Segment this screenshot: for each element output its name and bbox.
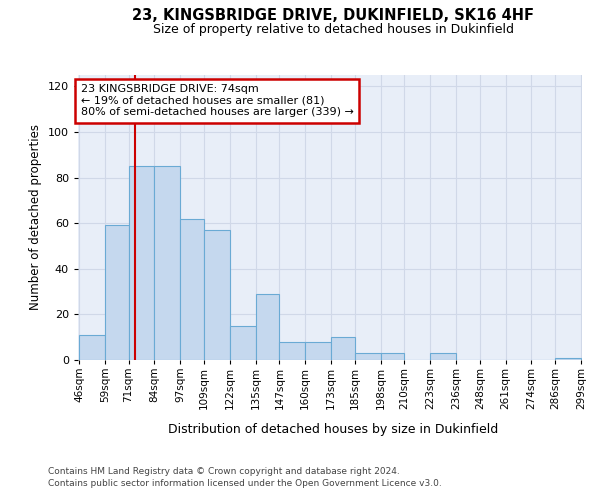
Bar	[128, 166, 154, 360]
Text: Distribution of detached houses by size in Dukinfield: Distribution of detached houses by size …	[168, 422, 498, 436]
Bar	[256, 294, 280, 360]
Bar	[555, 358, 581, 360]
Bar	[79, 335, 105, 360]
Bar	[204, 230, 230, 360]
Y-axis label: Number of detached properties: Number of detached properties	[29, 124, 42, 310]
Text: 23, KINGSBRIDGE DRIVE, DUKINFIELD, SK16 4HF: 23, KINGSBRIDGE DRIVE, DUKINFIELD, SK16 …	[132, 8, 534, 22]
Text: 23 KINGSBRIDGE DRIVE: 74sqm
← 19% of detached houses are smaller (81)
80% of sem: 23 KINGSBRIDGE DRIVE: 74sqm ← 19% of det…	[81, 84, 354, 117]
Bar	[280, 342, 305, 360]
Bar	[105, 226, 128, 360]
Bar	[355, 353, 380, 360]
Bar	[154, 166, 180, 360]
Bar	[180, 218, 204, 360]
Bar	[331, 337, 355, 360]
Bar	[305, 342, 331, 360]
Bar	[430, 353, 456, 360]
Text: Contains HM Land Registry data © Crown copyright and database right 2024.: Contains HM Land Registry data © Crown c…	[48, 468, 400, 476]
Bar	[380, 353, 404, 360]
Text: Contains public sector information licensed under the Open Government Licence v3: Contains public sector information licen…	[48, 479, 442, 488]
Text: Size of property relative to detached houses in Dukinfield: Size of property relative to detached ho…	[152, 22, 514, 36]
Bar	[230, 326, 256, 360]
